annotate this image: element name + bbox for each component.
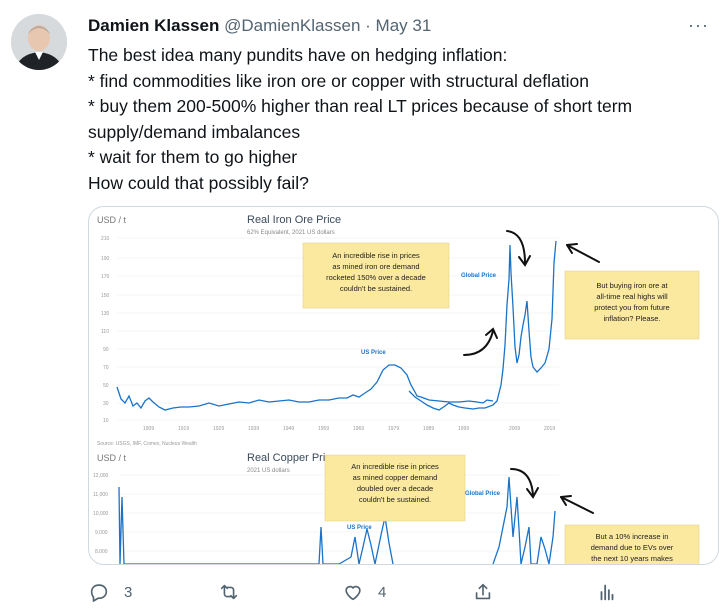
copper-global-price-label: Global Price: [465, 491, 501, 497]
iron-y-tick: 70: [103, 365, 109, 371]
copper-note-left-line: as mined copper demand: [353, 473, 438, 482]
iron-x-tick: 1989: [423, 426, 434, 432]
iron-global-price-label: Global Price: [461, 273, 497, 279]
tweet-line: How could that possibly fail?: [88, 172, 309, 193]
iron-x-tick: 1969: [353, 426, 364, 432]
iron-y-ticks: 210 190 170 150 130 110 90 70 50 30 10: [101, 236, 110, 424]
avatar[interactable]: [11, 14, 67, 70]
iron-x-tick: 1909: [143, 426, 154, 432]
analytics-button[interactable]: [596, 578, 618, 606]
like-button[interactable]: 4: [342, 578, 386, 606]
tweet-line: supply/demand imbalances: [88, 121, 301, 142]
copper-note-left-line: An incredible rise in prices: [351, 462, 439, 471]
like-count: 4: [378, 583, 387, 601]
iron-us-price-label: US Price: [361, 350, 386, 356]
iron-y-tick: 190: [101, 256, 110, 262]
iron-x-tick: 1949: [283, 426, 294, 432]
tweet-line: * buy them 200-500% higher than real LT …: [88, 96, 633, 116]
iron-y-tick: 90: [103, 347, 109, 353]
share-icon: [475, 583, 491, 600]
copper-unit-label: USD / t: [97, 453, 127, 463]
tweet-line: The best idea many pundits have on hedgi…: [88, 45, 508, 65]
iron-note-right: But buying iron ore at all-time real hig…: [564, 270, 700, 340]
copper-chart-title: Real Copper Price: [247, 452, 337, 464]
iron-x-ticks: 1909 1919 1929 1939 1949 1959 1969 1979 …: [143, 426, 555, 432]
iron-note-right-line: protect you from future: [594, 303, 669, 312]
iron-x-tick: 1959: [318, 426, 329, 432]
iron-note-left-line: couldn't be sustained.: [340, 284, 412, 293]
avatar-photo: [11, 14, 67, 70]
iron-x-tick: 1939: [248, 426, 259, 432]
iron-y-tick: 170: [101, 274, 110, 280]
copper-arrows: [510, 468, 594, 514]
heart-icon: [345, 585, 361, 601]
media-image: USD / t Real Iron Ore Price 62% Equivale…: [93, 214, 700, 564]
reply-icon: [90, 584, 108, 602]
iron-y-tick: 50: [103, 383, 109, 389]
retweet-button[interactable]: [218, 578, 254, 606]
author-name[interactable]: Damien Klassen: [88, 16, 220, 35]
tweet-line: * find commodities like iron ore or copp…: [88, 70, 589, 91]
copper-note-right: But a 10% increase in demand due to EVs …: [564, 524, 700, 564]
iron-note-left: An incredible rise in prices as mined ir…: [302, 242, 450, 309]
iron-unit-label: USD / t: [97, 215, 127, 225]
iron-y-tick: 150: [101, 293, 110, 299]
copper-y-ticks: 12,000 11,000 10,000 9,000 8,000: [93, 473, 109, 555]
iron-x-tick: 1929: [213, 426, 224, 432]
copper-y-tick: 11,000: [93, 492, 108, 498]
iron-arrows: [463, 230, 600, 356]
tweet-header: Damien Klassen @DamienKlassen · May 31: [88, 16, 431, 36]
separator-dot: ·: [365, 16, 371, 35]
copper-global-price-line: [492, 476, 556, 564]
reply-button[interactable]: 3: [88, 578, 132, 606]
copper-note-left: An incredible rise in prices as mined co…: [324, 454, 466, 522]
iron-note-left-line: An incredible rise in prices: [332, 251, 420, 260]
iron-x-tick: 1919: [178, 426, 189, 432]
analytics-icon: [600, 584, 614, 601]
iron-x-tick: 1979: [388, 426, 399, 432]
reply-count: 3: [124, 583, 133, 601]
iron-y-tick: 10: [103, 418, 109, 424]
iron-us-price-line: [116, 364, 494, 411]
iron-y-tick: 210: [101, 236, 110, 242]
retweet-icon: [220, 584, 238, 600]
copper-y-tick: 12,000: [93, 473, 109, 479]
iron-note-left-line: as mined iron ore demand: [332, 262, 419, 271]
iron-x-tick: 2019: [544, 426, 555, 432]
iron-y-tick: 130: [101, 311, 110, 317]
tweet-text: The best idea many pundits have on hedgi…: [88, 43, 698, 196]
iron-chart-title: Real Iron Ore Price: [247, 214, 341, 226]
copper-y-tick: 8,000: [95, 549, 108, 555]
copper-chart-subtitle: 2021 US dollars: [247, 468, 290, 474]
copper-us-price-line: [118, 486, 394, 564]
share-button[interactable]: [472, 578, 494, 606]
iron-global-price-line: [408, 240, 557, 411]
iron-x-tick: 1999: [458, 426, 469, 432]
tweet-line: * wait for them to go higher: [88, 147, 298, 167]
copper-us-price-label: US Price: [347, 525, 372, 531]
iron-y-tick: 110: [101, 329, 109, 335]
tweet-actions: 3 4: [0, 578, 721, 606]
author-handle[interactable]: @DamienKlassen: [224, 16, 361, 35]
copper-note-right-line: demand due to EVs over: [591, 543, 674, 552]
copper-y-tick: 9,000: [95, 530, 108, 536]
copper-note-left-line: couldn't be sustained.: [359, 495, 431, 504]
iron-note-right-line: But buying iron ore at: [596, 281, 668, 290]
tweet-media[interactable]: USD / t Real Iron Ore Price 62% Equivale…: [88, 206, 719, 565]
more-options-icon[interactable]: ···: [688, 15, 709, 35]
iron-note-right-line: all-time real highs will: [596, 292, 668, 301]
iron-source: Source: USGS, IMF, Comex, Nucleus Wealth: [97, 441, 197, 447]
copper-y-tick: 10,000: [93, 511, 109, 517]
iron-note-right-line: inflation? Please.: [603, 314, 660, 323]
iron-y-tick: 30: [103, 401, 109, 407]
iron-x-tick: 2009: [509, 426, 520, 432]
copper-note-right-line: But a 10% increase in: [596, 532, 669, 541]
tweet-date[interactable]: May 31: [375, 16, 432, 35]
iron-note-left-line: rocketed 150% over a decade: [326, 273, 426, 282]
iron-chart-subtitle: 62% Equivalent, 2021 US dollars: [247, 230, 335, 236]
copper-note-right-line: the next 10 years makes: [591, 554, 673, 563]
copper-note-left-line: doubled over a decade: [357, 484, 433, 493]
